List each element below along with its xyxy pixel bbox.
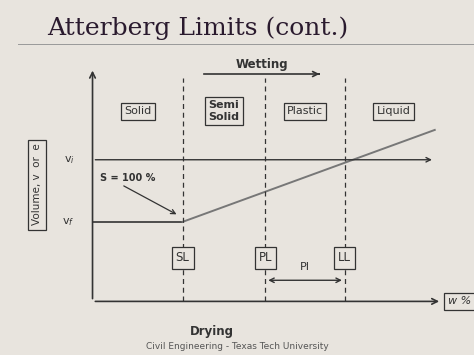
Text: Solid: Solid — [124, 106, 151, 116]
Text: Civil Engineering - Texas Tech University: Civil Engineering - Texas Tech Universit… — [146, 343, 328, 351]
Text: Drying: Drying — [190, 325, 233, 338]
Text: Plastic: Plastic — [287, 106, 323, 116]
Text: S = 100 %: S = 100 % — [100, 173, 155, 184]
Text: PI: PI — [300, 262, 310, 272]
Text: v$_i$: v$_i$ — [64, 154, 74, 166]
Text: Liquid: Liquid — [376, 106, 410, 116]
Text: SL: SL — [176, 251, 190, 264]
Text: w %: w % — [448, 296, 472, 306]
Text: Volume, v  or  e: Volume, v or e — [32, 144, 42, 225]
Text: Atterberg Limits (cont.): Atterberg Limits (cont.) — [47, 16, 349, 39]
Text: PL: PL — [259, 251, 272, 264]
Text: LL: LL — [338, 251, 351, 264]
Text: Wetting: Wetting — [236, 58, 288, 71]
Text: Semi
Solid: Semi Solid — [209, 100, 239, 122]
Text: v$_f$: v$_f$ — [62, 216, 74, 228]
